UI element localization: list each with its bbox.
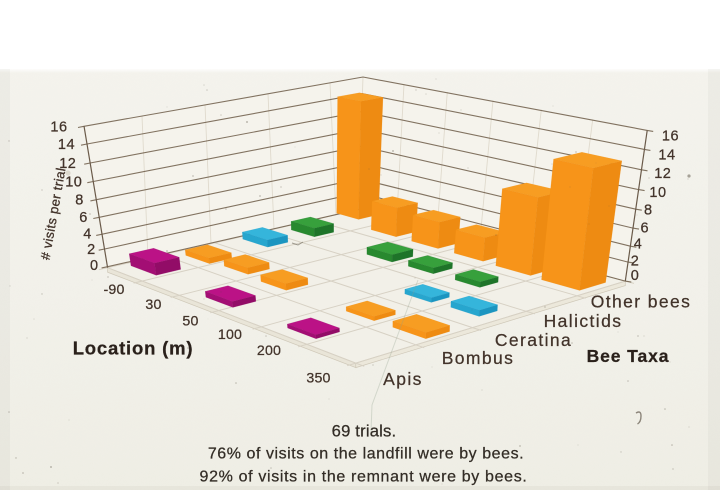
svg-text:0: 0 xyxy=(631,268,640,284)
svg-text:Apis: Apis xyxy=(383,369,423,389)
svg-text:4: 4 xyxy=(83,227,92,243)
svg-text:76% of visits on the landfill: 76% of visits on the landfill were by be… xyxy=(208,445,524,462)
svg-text:Ceratina: Ceratina xyxy=(495,330,572,350)
svg-text:Location (m): Location (m) xyxy=(73,337,194,358)
svg-text:8: 8 xyxy=(644,203,653,219)
svg-text:-90: -90 xyxy=(103,282,124,298)
svg-text:10: 10 xyxy=(65,175,82,191)
svg-text:200: 200 xyxy=(257,343,281,359)
svg-text:Bombus: Bombus xyxy=(442,348,515,368)
svg-text:14: 14 xyxy=(658,148,675,164)
svg-text:12: 12 xyxy=(654,166,671,182)
svg-text:30: 30 xyxy=(145,297,161,313)
svg-text:8: 8 xyxy=(75,193,84,209)
svg-text:10: 10 xyxy=(649,185,666,201)
svg-text:100: 100 xyxy=(218,327,242,343)
svg-text:Halictids: Halictids xyxy=(544,311,623,331)
svg-text:69 trials.: 69 trials. xyxy=(332,421,397,440)
svg-text:92% of visits in the remnant w: 92% of visits in the remnant were by bee… xyxy=(200,468,528,485)
svg-text:2: 2 xyxy=(87,242,96,258)
svg-text:Other bees: Other bees xyxy=(591,291,692,311)
svg-text:2: 2 xyxy=(631,253,640,269)
svg-text:4: 4 xyxy=(634,236,643,252)
svg-text:50: 50 xyxy=(182,314,198,330)
svg-text:16: 16 xyxy=(50,120,67,136)
svg-text:6: 6 xyxy=(641,221,650,237)
svg-text:Bee Taxa: Bee Taxa xyxy=(587,346,670,366)
svg-text:14: 14 xyxy=(58,137,75,153)
svg-text:12: 12 xyxy=(59,156,76,172)
svg-text:16: 16 xyxy=(662,129,679,145)
svg-text:6: 6 xyxy=(79,210,88,226)
svg-text:0: 0 xyxy=(90,258,99,274)
svg-text:350: 350 xyxy=(306,370,330,386)
